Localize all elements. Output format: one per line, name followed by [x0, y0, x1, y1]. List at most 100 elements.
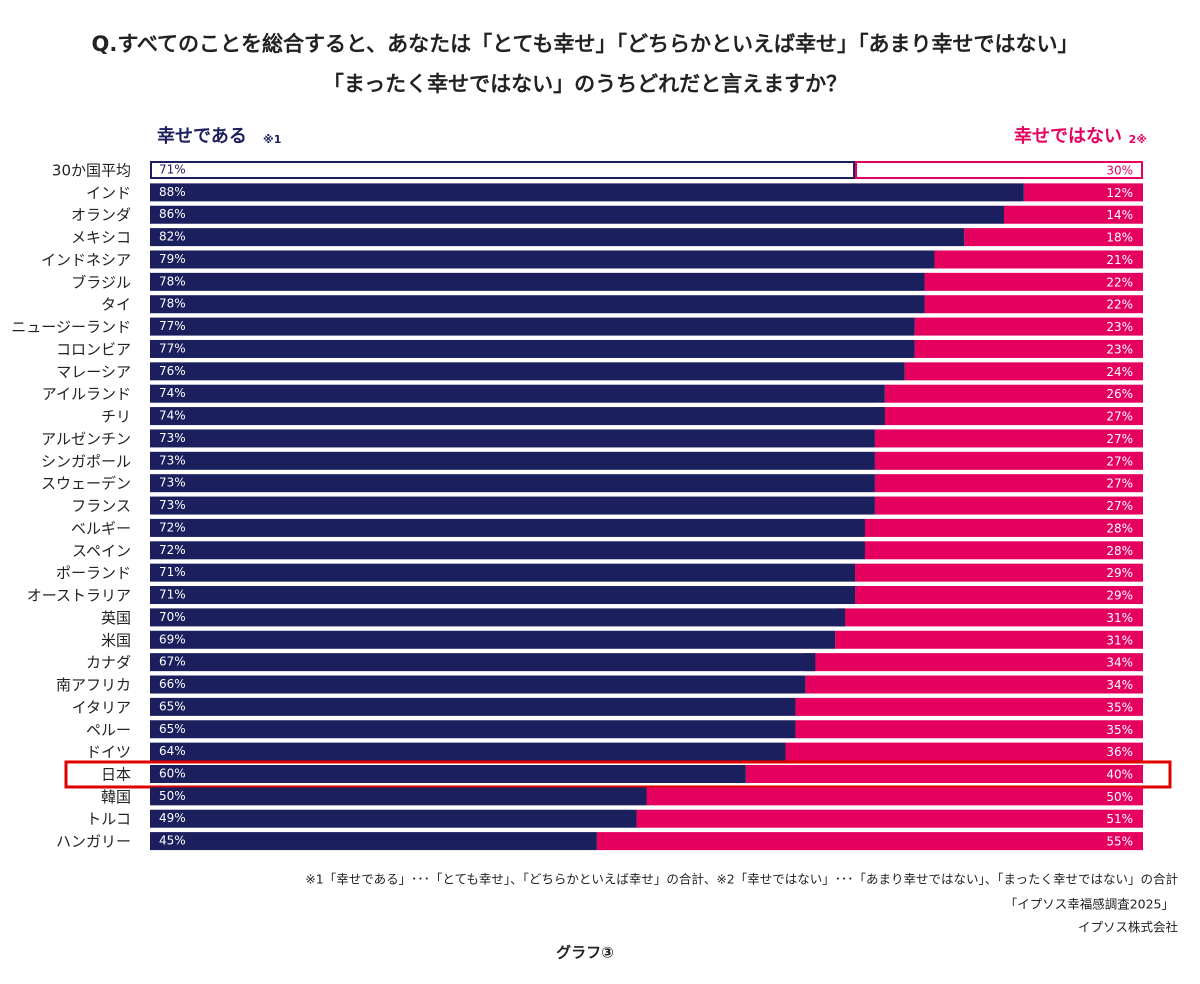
value-label: 28%: [1106, 544, 1133, 558]
bar: [150, 675, 806, 694]
footnote: ※1「幸せである」･･･「とても幸せ」、「どちらかといえば幸せ」の合計、※2「幸…: [305, 872, 1178, 887]
bar: [835, 630, 1143, 649]
value-label: 23%: [1106, 320, 1133, 334]
value-label: 76%: [159, 364, 186, 378]
value-label: 72%: [159, 520, 186, 534]
bar: [874, 429, 1143, 448]
bar: [150, 183, 1024, 202]
y-tick-label: シンガポール: [41, 452, 131, 470]
bar: [924, 295, 1143, 314]
value-label: 29%: [1106, 589, 1133, 603]
bar: [150, 161, 856, 179]
value-label: 26%: [1106, 387, 1133, 401]
value-label: 27%: [1106, 432, 1133, 446]
bar: [1003, 205, 1143, 224]
value-label: 82%: [159, 230, 186, 244]
bar: [874, 496, 1143, 515]
legend-note: ※1: [263, 133, 281, 146]
value-label: 34%: [1106, 656, 1133, 670]
bar: [150, 407, 885, 426]
legend-label: 幸せではない: [1014, 125, 1122, 147]
value-label: 51%: [1106, 812, 1133, 826]
bar: [150, 250, 935, 269]
y-tick-label: コロンビア: [56, 340, 131, 358]
bar: [904, 362, 1143, 381]
y-tick-label: チリ: [101, 408, 131, 426]
y-tick-label: 日本: [101, 765, 131, 783]
y-tick-label: ブラジル: [71, 273, 131, 291]
value-label: 18%: [1106, 231, 1133, 245]
chart-title: Q.すべてのことを総合すると、あなたは「とても幸せ」「どちらかといえば幸せ」「あ…: [92, 32, 1079, 56]
value-label: 77%: [159, 341, 186, 355]
y-tick-label: スペイン: [72, 542, 131, 560]
y-tick-label: インドネシア: [41, 251, 131, 269]
chart-title: 「まったく幸せではない」のうちどれだと言えますか？: [323, 72, 847, 96]
bar: [150, 384, 885, 403]
value-label: 36%: [1106, 745, 1133, 759]
value-label: 35%: [1106, 723, 1133, 737]
bar: [150, 339, 915, 358]
y-tick-label: マレーシア: [56, 363, 131, 381]
bar: [150, 429, 875, 448]
y-tick-label: 韓国: [101, 788, 131, 806]
value-label: 45%: [159, 834, 186, 848]
bar: [150, 541, 865, 560]
value-label: 40%: [1106, 767, 1133, 781]
legend-note: 2※: [1129, 133, 1147, 146]
value-label: 86%: [159, 207, 186, 221]
bar: [150, 295, 925, 314]
bar: [924, 272, 1143, 291]
value-label: 66%: [159, 677, 186, 691]
y-tick-label: オーストラリア: [27, 587, 131, 605]
value-label: 35%: [1106, 700, 1133, 714]
y-tick-label: ニュージーランド: [11, 318, 131, 336]
bar: [150, 653, 816, 672]
value-label: 12%: [1106, 186, 1133, 200]
value-label: 50%: [159, 789, 186, 803]
value-label: 31%: [1106, 611, 1133, 625]
y-tick-label: アイルランド: [42, 385, 131, 403]
bar: [150, 764, 746, 783]
y-tick-label: ドイツ: [86, 743, 131, 761]
value-label: 78%: [159, 274, 186, 288]
bar: [864, 518, 1143, 537]
bar: [150, 518, 865, 537]
y-tick-label: アルゼンチン: [41, 430, 131, 448]
bar: [884, 384, 1143, 403]
bar: [150, 563, 856, 582]
value-label: 71%: [159, 163, 186, 177]
y-tick-label: ハンガリー: [56, 833, 131, 851]
bar: [596, 832, 1143, 851]
footnote: 「イプソス幸福感調査2025」: [1005, 897, 1174, 912]
bar: [745, 764, 1143, 783]
value-label: 73%: [159, 476, 186, 490]
value-label: 14%: [1106, 208, 1133, 222]
bar: [150, 742, 786, 761]
value-label: 69%: [159, 632, 186, 646]
value-label: 27%: [1106, 410, 1133, 424]
value-label: 29%: [1106, 566, 1133, 580]
bar: [150, 205, 1004, 224]
caption: グラフ③: [556, 944, 614, 962]
value-label: 21%: [1106, 253, 1133, 267]
bar: [874, 474, 1143, 493]
value-label: 27%: [1106, 499, 1133, 513]
bar: [150, 809, 637, 828]
y-tick-label: タイ: [101, 296, 131, 314]
legend-label: 幸せである: [157, 125, 247, 147]
value-label: 74%: [159, 409, 186, 423]
value-label: 64%: [159, 744, 186, 758]
bar: [795, 697, 1143, 716]
bar: [150, 586, 856, 605]
y-tick-label: フランス: [71, 497, 131, 515]
value-label: 30%: [1106, 164, 1133, 178]
value-label: 27%: [1106, 477, 1133, 491]
bar: [150, 720, 796, 739]
bar: [795, 720, 1143, 739]
bar: [150, 451, 875, 470]
value-label: 27%: [1106, 454, 1133, 468]
bar: [855, 563, 1143, 582]
y-tick-label: 南アフリカ: [56, 676, 131, 694]
